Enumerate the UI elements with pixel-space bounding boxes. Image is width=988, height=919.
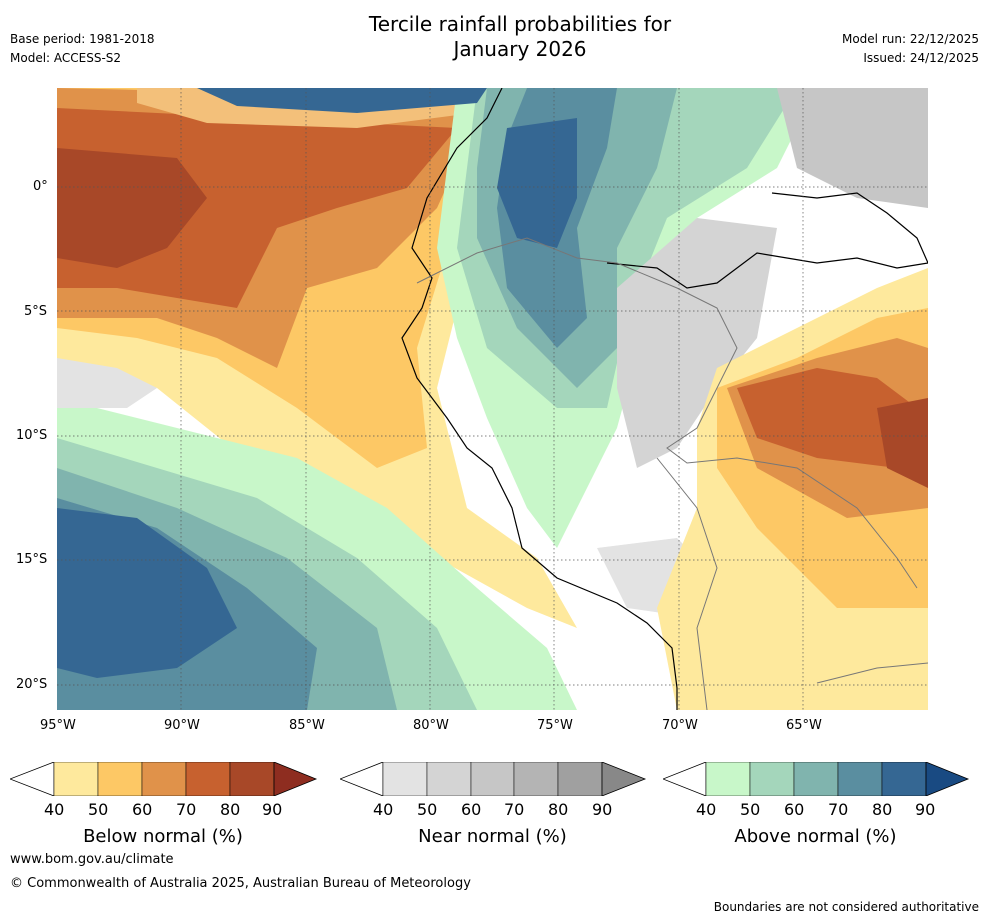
model-run: Model run: 22/12/2025 xyxy=(841,32,979,46)
cbar-below-title: Below normal (%) xyxy=(83,826,243,847)
lon-label-85w: 85°W xyxy=(289,718,325,733)
website-link[interactable]: www.bom.gov.au/climate xyxy=(10,852,174,867)
near-normal-patch-4 xyxy=(57,358,157,408)
cbar-above-tick-70: 70 xyxy=(828,800,849,819)
coastline xyxy=(401,88,678,710)
country-borders xyxy=(416,237,928,710)
cbar-below-tick-50: 50 xyxy=(88,800,109,819)
cbar-near-tick-80: 80 xyxy=(548,800,569,819)
lat-label-10s: 10°S xyxy=(16,428,48,443)
cbar-above-seg-1 xyxy=(705,762,751,796)
disclaimer: Boundaries are not considered authoritat… xyxy=(713,900,979,914)
cbar-above-seg-3 xyxy=(793,762,839,796)
title-line-2: January 2026 xyxy=(453,37,587,61)
cbar-above-tick-90: 90 xyxy=(915,800,936,819)
lon-label-95w: 95°W xyxy=(40,718,76,733)
cbar-above-under xyxy=(663,762,707,796)
lon-label-90w: 90°W xyxy=(164,718,200,733)
lon-label-70w: 70°W xyxy=(662,718,698,733)
colorbar-above xyxy=(663,762,970,796)
cbar-near-title: Near normal (%) xyxy=(418,826,567,847)
cbar-near-under xyxy=(340,762,384,796)
cbar-below-under xyxy=(10,762,55,796)
cbar-below-over xyxy=(273,762,318,796)
cbar-below-tick-70: 70 xyxy=(176,800,197,819)
lat-label-20s: 20°S xyxy=(16,677,48,692)
lat-label-5s: 5°S xyxy=(24,304,48,319)
cbar-above-title: Above normal (%) xyxy=(734,826,897,847)
below-normal-east-80 xyxy=(737,368,917,468)
cbar-below-seg-5 xyxy=(229,762,275,796)
near-normal-patch-1 xyxy=(617,218,777,468)
issued-date: Issued: 24/12/2025 xyxy=(863,51,979,65)
lat-label-0: 0° xyxy=(33,179,48,194)
cbar-near-tick-50: 50 xyxy=(417,800,438,819)
cbar-below-tick-80: 80 xyxy=(220,800,241,819)
cbar-near-over xyxy=(601,762,647,796)
title-line-1: Tercile rainfall probabilities for xyxy=(368,12,672,36)
lat-label-15s: 15°S xyxy=(16,552,48,567)
colorbar-near xyxy=(340,762,647,796)
north-coastline xyxy=(606,252,928,289)
lon-label-75w: 75°W xyxy=(537,718,573,733)
cbar-near-seg-3 xyxy=(470,762,515,796)
lon-label-80w: 80°W xyxy=(413,718,449,733)
cbar-above-seg-4 xyxy=(837,762,883,796)
map-title: Tercile rainfall probabilities for Janua… xyxy=(0,12,988,62)
cbar-near-tick-70: 70 xyxy=(504,800,525,819)
cbar-below-seg-3 xyxy=(141,762,187,796)
cbar-near-tick-40: 40 xyxy=(373,800,394,819)
cbar-near-seg-5 xyxy=(557,762,603,796)
forecast-map xyxy=(57,88,928,710)
above-normal-north-band xyxy=(197,88,487,113)
cbar-above-tick-60: 60 xyxy=(784,800,805,819)
cbar-below-tick-40: 40 xyxy=(44,800,65,819)
below-normal-east-90 xyxy=(877,398,928,488)
cbar-below-seg-2 xyxy=(97,762,143,796)
cbar-above-tick-40: 40 xyxy=(696,800,717,819)
cbar-near-tick-90: 90 xyxy=(592,800,613,819)
cbar-below-seg-4 xyxy=(185,762,231,796)
below-normal-90 xyxy=(57,148,207,268)
cbar-near-seg-2 xyxy=(426,762,472,796)
base-period: Base period: 1981-2018 xyxy=(10,32,155,46)
north-coast-upper xyxy=(771,192,928,264)
colorbar-below xyxy=(10,762,318,796)
map-canvas xyxy=(57,88,928,710)
cbar-below-tick-60: 60 xyxy=(132,800,153,819)
cbar-below-seg-1 xyxy=(53,762,99,796)
copyright: © Commonwealth of Australia 2025, Austra… xyxy=(10,876,471,891)
near-normal-patch-2 xyxy=(777,88,928,208)
cbar-near-seg-1 xyxy=(382,762,428,796)
cbar-above-seg-2 xyxy=(749,762,795,796)
model-name: Model: ACCESS-S2 xyxy=(10,51,122,65)
cbar-near-tick-60: 60 xyxy=(461,800,482,819)
above-normal-andes-90 xyxy=(497,118,577,248)
cbar-below-tick-90: 90 xyxy=(262,800,283,819)
cbar-above-over xyxy=(925,762,970,796)
cbar-above-tick-80: 80 xyxy=(872,800,893,819)
cbar-above-seg-5 xyxy=(881,762,927,796)
graticule xyxy=(57,88,928,710)
above-normal-southwest-90 xyxy=(57,508,237,678)
lon-label-65w: 65°W xyxy=(786,718,822,733)
cbar-above-tick-50: 50 xyxy=(740,800,761,819)
cbar-near-seg-4 xyxy=(513,762,559,796)
